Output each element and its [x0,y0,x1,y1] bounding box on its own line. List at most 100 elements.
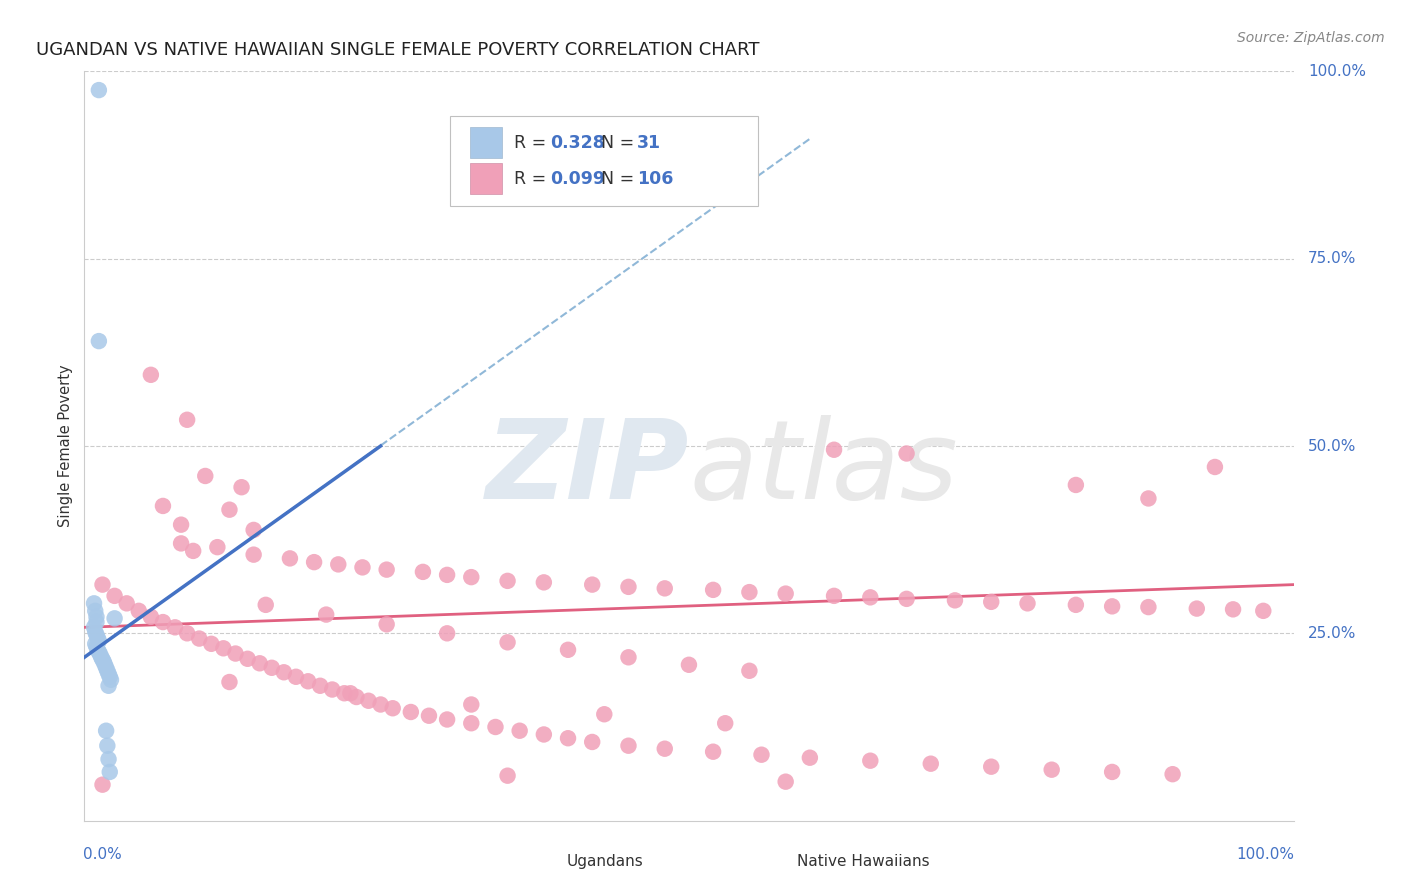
Point [1137,600,1160,615]
Point [533,727,555,741]
Point [84,637,107,651]
Point [218,502,240,516]
Point [799,750,821,764]
Point [165,620,187,634]
Point [170,517,193,532]
Point [328,558,350,572]
Text: N =: N = [600,134,634,152]
Point [86,642,108,657]
Point [751,747,773,762]
Point [218,675,240,690]
Text: atlas: atlas [689,415,957,522]
Point [1040,763,1063,777]
Point [84,624,107,639]
Text: Source: ZipAtlas.com: Source: ZipAtlas.com [1237,31,1385,45]
Point [1253,604,1275,618]
Point [94,657,117,672]
Text: UGANDAN VS NATIVE HAWAIIAN SINGLE FEMALE POVERTY CORRELATION CHART: UGANDAN VS NATIVE HAWAIIAN SINGLE FEMALE… [37,41,759,59]
Point [702,582,724,597]
Point [333,686,356,700]
Point [231,480,253,494]
Point [96,664,118,678]
Text: Ugandans: Ugandans [567,855,644,870]
Point [339,686,361,700]
Point [1185,601,1208,615]
Point [278,551,301,566]
Point [91,652,114,666]
Point [86,628,108,642]
Point [980,595,1002,609]
Point [87,334,110,348]
Text: 106: 106 [637,169,673,187]
Point [128,604,150,618]
Point [375,563,398,577]
Point [176,413,198,427]
Point [200,637,222,651]
FancyBboxPatch shape [470,127,502,158]
Point [242,523,264,537]
Point [104,611,127,625]
Point [194,469,217,483]
Point [738,664,761,678]
Point [97,666,120,681]
Point [738,585,761,599]
Text: 100.0%: 100.0% [1237,847,1295,862]
Point [859,591,882,605]
Point [91,577,114,591]
Point [100,673,122,687]
Point [859,754,882,768]
Point [302,555,325,569]
Point [412,565,434,579]
Text: 25.0%: 25.0% [1308,626,1357,640]
Text: 50.0%: 50.0% [1308,439,1357,453]
Point [181,544,204,558]
Point [496,769,519,783]
Point [775,774,797,789]
Y-axis label: Single Female Poverty: Single Female Poverty [58,365,73,527]
Point [212,641,235,656]
Point [617,650,640,665]
Point [557,731,579,746]
Point [97,679,120,693]
Point [484,720,506,734]
Point [1161,767,1184,781]
Point [370,698,392,712]
Text: 75.0%: 75.0% [1308,252,1357,266]
Point [315,607,337,622]
Point [254,598,277,612]
Point [297,674,319,689]
Point [1101,599,1123,614]
Point [260,661,283,675]
Point [460,570,482,584]
Point [654,741,676,756]
Point [509,723,531,738]
Point [678,657,700,672]
Point [775,586,797,600]
Point [170,536,193,550]
Point [823,589,845,603]
Point [139,368,162,382]
Point [90,650,112,665]
Point [86,631,108,645]
Point [436,626,458,640]
Point [823,442,845,457]
Point [87,83,110,97]
Point [896,591,918,606]
Point [86,610,108,624]
Point [87,633,110,648]
Point [104,589,127,603]
Point [93,655,115,669]
Point [96,739,118,753]
Point [152,615,174,629]
Point [460,716,482,731]
Text: R =: R = [513,134,551,152]
Point [436,713,458,727]
Point [97,752,120,766]
Point [152,499,174,513]
Text: 100.0%: 100.0% [1308,64,1367,78]
Point [284,670,308,684]
Text: 31: 31 [637,134,661,152]
FancyBboxPatch shape [526,848,560,879]
Point [86,640,108,654]
Point [381,701,404,715]
